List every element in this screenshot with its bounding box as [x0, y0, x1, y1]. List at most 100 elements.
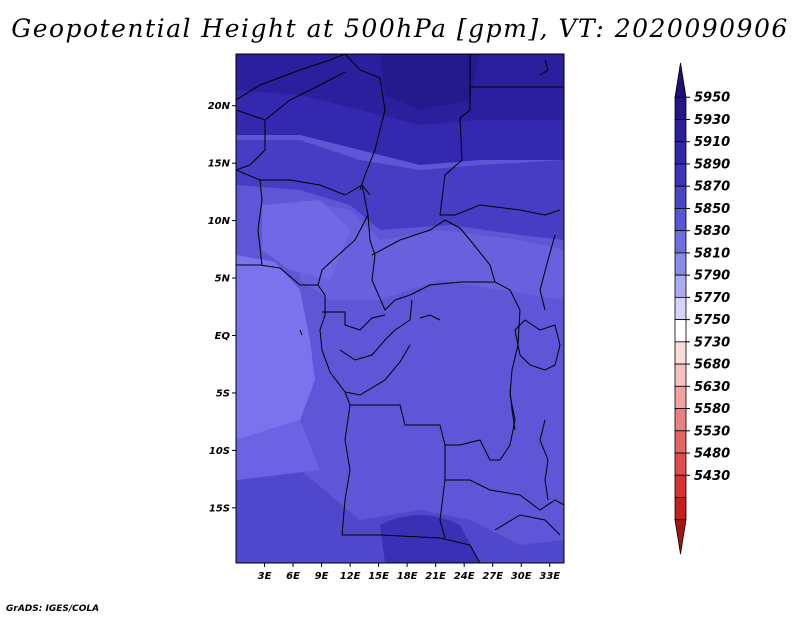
border-line — [494, 514, 561, 536]
border-line — [519, 494, 564, 511]
river — [419, 314, 441, 321]
lon-tick-label: 33E — [539, 571, 560, 582]
colorbar-swatch — [674, 208, 687, 232]
coastline — [341, 404, 351, 536]
colorbar-label: 5530 — [694, 424, 730, 439]
colorbar-swatch — [674, 497, 687, 521]
colorbar-swatch — [674, 141, 687, 165]
longitude-labels: 3E 6E 9E 12E 15E 18E 21E 24E 27E 30E 33E — [258, 571, 561, 582]
field-south-band — [236, 470, 564, 563]
lat-tick-label: 5S — [216, 388, 230, 399]
field-mid-north — [236, 140, 564, 240]
lon-tick-label: 27E — [482, 571, 503, 582]
border-line — [409, 281, 495, 296]
chart-title: Geopotential Height at 500hPa [gpm], VT:… — [11, 14, 789, 43]
colorbar-label: 5930 — [694, 113, 730, 128]
latitude-labels: 20N 15N 10N 5N EQ 5S 10S 15S — [208, 101, 231, 514]
colorbar-label: 5430 — [694, 469, 730, 484]
lake-malawi — [539, 419, 549, 501]
borders — [236, 54, 564, 563]
colorbar-label: 5750 — [694, 313, 730, 328]
colorbar-label: 5580 — [694, 402, 730, 417]
colorbar-swatch — [674, 185, 687, 209]
colorbar-label: 5770 — [694, 291, 730, 306]
colorbar-swatch — [674, 341, 687, 365]
colorbar-label: 5910 — [694, 135, 730, 150]
colorbar-top-arrow — [674, 62, 687, 98]
border-line — [257, 179, 263, 266]
colorbar-swatch — [674, 119, 687, 143]
colorbar-swatch — [674, 363, 687, 387]
lat-tick-label: 5N — [215, 274, 231, 285]
border-line — [342, 534, 481, 563]
colorbar-swatch — [674, 296, 687, 321]
lon-tick-label: 18E — [397, 571, 418, 582]
coastline — [539, 59, 549, 76]
colorbar-label: 5950 — [694, 91, 730, 106]
lake-victoria — [514, 319, 561, 371]
colorbar-swatch — [674, 96, 687, 120]
colorbar-label: 5680 — [694, 358, 730, 373]
colorbar-swatch — [674, 274, 687, 298]
border-line — [317, 184, 369, 286]
colorbar-label: 5810 — [694, 246, 730, 261]
colorbar-swatch — [674, 319, 687, 343]
field-south-core — [380, 515, 480, 563]
lat-tick-label: 10N — [208, 216, 231, 227]
axis-ticks — [232, 105, 551, 567]
border-line — [439, 479, 446, 539]
height-field — [236, 54, 564, 563]
lake-tanganyika — [509, 389, 516, 431]
lon-tick-label: 3E — [258, 571, 272, 582]
border-line — [264, 71, 346, 121]
colorbar-swatch — [674, 163, 687, 187]
lon-tick-label: 12E — [340, 571, 361, 582]
colorbar-label: 5850 — [694, 202, 730, 217]
border-line — [344, 344, 411, 396]
border-line — [439, 54, 471, 216]
lat-tick-label: 15N — [208, 159, 231, 170]
lon-tick-label: 6E — [286, 571, 300, 582]
colorbar-label: 5790 — [694, 269, 730, 284]
colorbar-label: 5630 — [694, 380, 730, 395]
field-central-west — [262, 200, 350, 280]
lon-tick-label: 30E — [511, 571, 532, 582]
border-line — [371, 219, 511, 291]
colorbar-swatch — [674, 452, 687, 476]
credit-label: GrADS: IGES/COLA — [6, 604, 100, 614]
colorbar-swatch — [674, 385, 687, 409]
colorbar: 5950 5930 5910 5890 5870 5850 5830 5810 5790 5770… — [674, 62, 730, 555]
border-line — [444, 445, 521, 496]
border-line — [499, 289, 521, 461]
coastline — [317, 284, 351, 406]
colorbar-label: 5480 — [694, 447, 730, 462]
border-line — [440, 204, 561, 216]
map-frame — [235, 53, 565, 564]
colorbar-label: 5830 — [694, 224, 730, 239]
lat-tick-label: 10S — [209, 446, 230, 457]
border-line — [339, 299, 413, 361]
field-central-light — [300, 200, 564, 300]
colorbar-swatch — [674, 430, 687, 454]
border-line — [236, 109, 266, 171]
colorbar-label: 5890 — [694, 157, 730, 172]
coastline — [236, 264, 318, 286]
lon-tick-label: 9E — [315, 571, 329, 582]
lon-tick-label: 15E — [368, 571, 389, 582]
field-west-light — [236, 255, 315, 440]
colorbar-swatch — [674, 230, 687, 254]
colorbar-label: 5870 — [694, 180, 730, 195]
field-west-mid — [236, 420, 320, 480]
lat-tick-label: 15S — [209, 503, 230, 514]
colorbar-swatch — [674, 474, 687, 498]
border-line — [344, 54, 386, 191]
colorbar-bottom-arrow — [674, 519, 687, 555]
border-line — [367, 214, 411, 311]
island — [299, 329, 303, 336]
field-north-max — [380, 54, 480, 110]
lat-tick-label: 20N — [208, 101, 231, 112]
border-line — [539, 234, 556, 311]
colorbar-label: 5730 — [694, 335, 730, 350]
colorbar-swatch — [674, 408, 687, 432]
